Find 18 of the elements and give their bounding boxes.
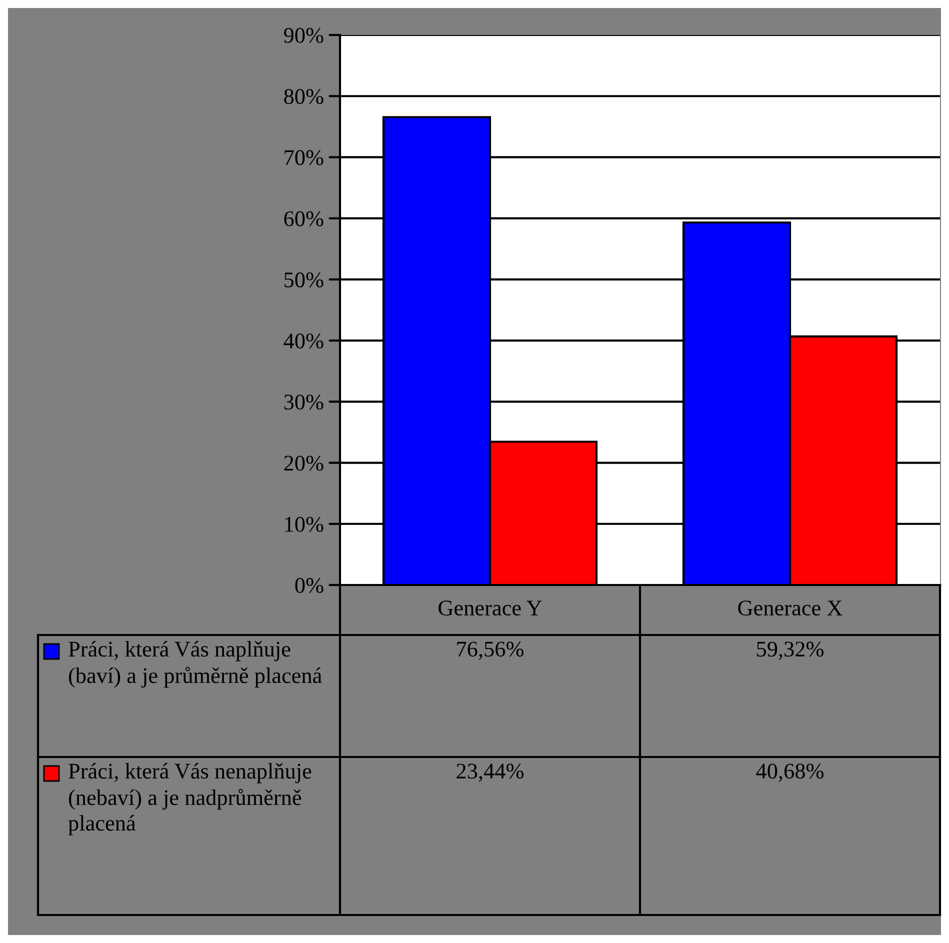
- x-tick-label: Generace X: [738, 600, 842, 616]
- y-tick-label: 40%: [284, 333, 324, 349]
- y-tick-label: 70%: [284, 150, 324, 166]
- data-label: 23,44%: [456, 764, 524, 782]
- data-label: 40,68%: [756, 764, 824, 782]
- legend-label: Práci, která Vás nenaplňuje (nebaví) a je nadprůměrně placená: [68, 763, 312, 836]
- y-tick-label: 90%: [284, 28, 324, 43]
- y-tick-label: 80%: [284, 89, 324, 104]
- y-tick-label: 50%: [284, 272, 324, 288]
- y-tick-label: 20%: [284, 456, 324, 471]
- data-label: 59,32%: [757, 642, 824, 660]
- y-tick-label: 0%: [295, 578, 324, 593]
- y-tick-label: 30%: [284, 394, 324, 410]
- legend-label: Práci, která Vás naplňuje (baví) a je průměrně placená: [68, 641, 322, 688]
- y-tick-label: 10%: [285, 516, 324, 532]
- data-label: 76,56%: [457, 642, 524, 660]
- x-tick-label: Generace Y: [438, 600, 542, 616]
- y-tick-label: 60%: [284, 211, 324, 226]
